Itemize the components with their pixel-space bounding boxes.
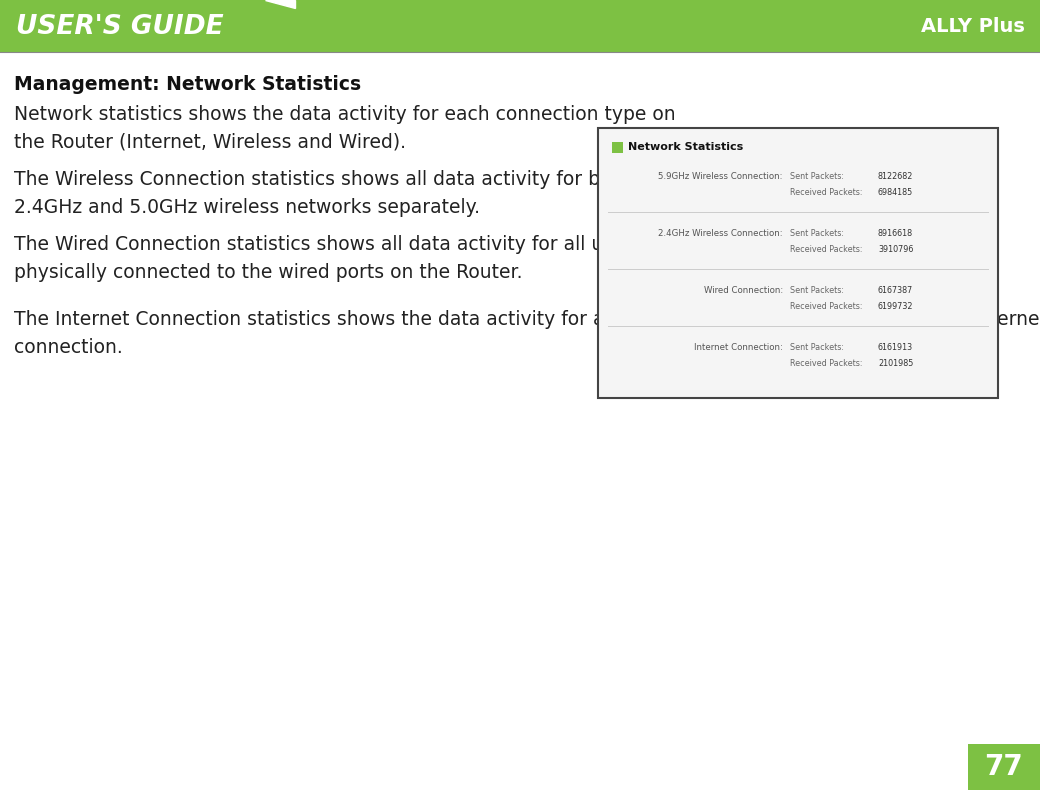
Text: Wired Connection:: Wired Connection: — [704, 286, 783, 295]
Text: The Wireless Connection statistics shows all data activity for both the
2.4GHz a: The Wireless Connection statistics shows… — [14, 170, 668, 217]
Polygon shape — [265, 0, 295, 8]
Text: 6984185: 6984185 — [878, 188, 913, 197]
Text: Received Packets:: Received Packets: — [790, 188, 862, 197]
Text: The Internet Connection statistics shows the data activity for all upload and do: The Internet Connection statistics shows… — [14, 310, 1040, 357]
Bar — [598, 128, 998, 398]
Text: 77: 77 — [985, 753, 1023, 781]
Text: Received Packets:: Received Packets: — [790, 359, 862, 368]
Text: Network Statistics: Network Statistics — [628, 142, 744, 152]
Text: 6199732: 6199732 — [878, 302, 913, 311]
Bar — [0, 0, 1040, 52]
Bar — [968, 744, 1040, 790]
Bar — [612, 142, 623, 153]
Text: Sent Packets:: Sent Packets: — [790, 286, 844, 295]
Text: Management: Network Statistics: Management: Network Statistics — [14, 75, 361, 94]
Text: 3910796: 3910796 — [878, 245, 913, 254]
Text: 2101985: 2101985 — [878, 359, 913, 368]
Text: Sent Packets:: Sent Packets: — [790, 343, 844, 352]
Text: 2.4GHz Wireless Connection:: 2.4GHz Wireless Connection: — [658, 229, 783, 238]
Text: Internet Connection:: Internet Connection: — [694, 343, 783, 352]
Text: Received Packets:: Received Packets: — [790, 245, 862, 254]
Text: 6167387: 6167387 — [878, 286, 913, 295]
Text: 6161913: 6161913 — [878, 343, 913, 352]
Text: 8122682: 8122682 — [878, 172, 913, 181]
Text: Sent Packets:: Sent Packets: — [790, 229, 844, 238]
Text: Received Packets:: Received Packets: — [790, 302, 862, 311]
Text: 8916618: 8916618 — [878, 229, 913, 238]
Text: 5.9GHz Wireless Connection:: 5.9GHz Wireless Connection: — [658, 172, 783, 181]
Text: ALLY Plus: ALLY Plus — [921, 17, 1025, 36]
Text: Sent Packets:: Sent Packets: — [790, 172, 844, 181]
Text: The Wired Connection statistics shows all data activity for all users
physically: The Wired Connection statistics shows al… — [14, 235, 643, 282]
Text: USER'S GUIDE: USER'S GUIDE — [16, 14, 224, 40]
Text: Network statistics shows the data activity for each connection type on
the Route: Network statistics shows the data activi… — [14, 105, 676, 152]
